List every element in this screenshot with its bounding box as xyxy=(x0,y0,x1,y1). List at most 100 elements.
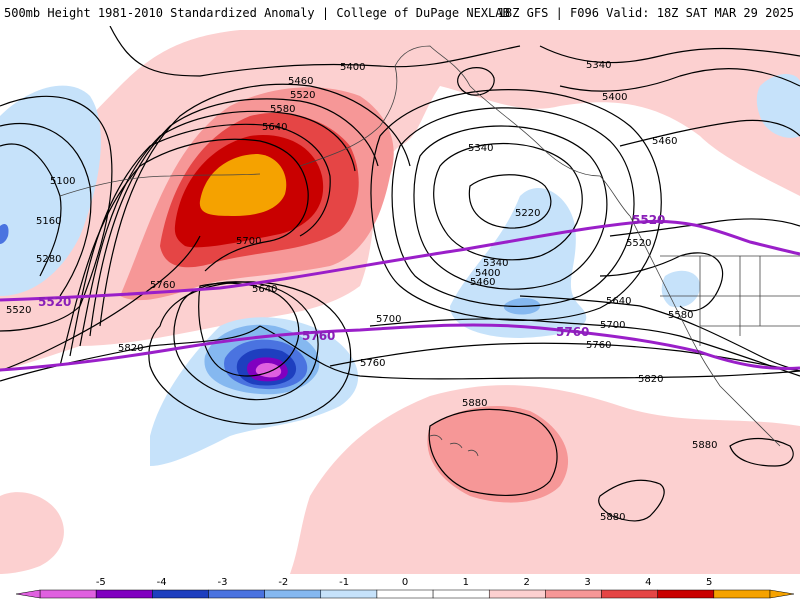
contour-5460-east xyxy=(619,119,800,147)
label-5520-w: 5520 xyxy=(6,305,31,316)
hawaii-islands xyxy=(429,434,479,457)
colorbar-segment xyxy=(320,589,378,599)
colorbar-tick-label: -2 xyxy=(278,577,288,588)
colorbar-segment xyxy=(545,589,602,599)
colorbar-tick-label: 4 xyxy=(645,577,651,588)
label-5880-c: 5880 xyxy=(600,512,625,523)
contour-low-1 xyxy=(468,174,552,229)
colorbar-segment xyxy=(39,589,97,599)
contour-5160 xyxy=(0,122,92,297)
contour-5340-east xyxy=(539,45,800,64)
label-5220: 5220 xyxy=(515,208,540,219)
valid-time: 18Z GFS | F096 Valid: 18Z SAT MAR 29 202… xyxy=(497,6,794,20)
colorbar-segment xyxy=(432,589,490,599)
highlight-contour-5760 xyxy=(0,323,800,372)
highlight-labels: 5520 5520 5760 5760 xyxy=(38,213,665,343)
label-5340-c: 5340 xyxy=(586,60,611,71)
contour-5820-east xyxy=(259,325,800,380)
label-5100: 5100 xyxy=(50,176,75,187)
colorbar-tick-label: 1 xyxy=(463,577,469,588)
map-title: 500mb Height 1981-2010 Standardized Anom… xyxy=(4,6,510,20)
aleutian-chain xyxy=(59,173,261,197)
contour-5760-east xyxy=(329,342,800,372)
contour-low-2 xyxy=(433,143,583,261)
anomaly-pos2-south xyxy=(427,406,569,503)
colorbar-tick-label: -5 xyxy=(96,577,106,588)
state-borders xyxy=(660,255,800,346)
contour-5400-east xyxy=(559,67,800,92)
label-5820-w: 5820 xyxy=(118,343,143,354)
contour-5880-south xyxy=(428,408,558,496)
colorbar-segment xyxy=(208,589,265,599)
contour-5520 xyxy=(89,98,379,337)
contour-labels: 5400 5460 5520 5580 5640 5100 5160 5280 … xyxy=(6,60,717,523)
label-5880-a: 5880 xyxy=(462,398,487,409)
height-contours xyxy=(0,26,800,522)
label-5760-w: 5760 xyxy=(150,280,175,291)
contour-5880-southeast xyxy=(598,479,665,522)
colorbar-min-arrow xyxy=(15,589,41,599)
label-5520-a: 5520 xyxy=(290,90,315,101)
colorbar-tick-label: 2 xyxy=(523,577,529,588)
contour-5640-east xyxy=(519,295,800,372)
colorbar-tick-label: 5 xyxy=(706,577,712,588)
colorbar-max-arrow xyxy=(769,589,795,599)
highlight-label-5760-w: 5760 xyxy=(302,329,335,343)
contour-5460 xyxy=(99,83,411,327)
colorbar-tick-label: 3 xyxy=(584,577,590,588)
coastlines xyxy=(59,45,800,457)
label-5280: 5280 xyxy=(36,254,61,265)
contour-5580 xyxy=(79,110,356,347)
contour-5760-central xyxy=(148,281,352,425)
label-5760-b: 5760 xyxy=(360,358,385,369)
label-5400-c: 5400 xyxy=(602,92,627,103)
label-5880-b: 5880 xyxy=(692,440,717,451)
contour-5880-east xyxy=(729,437,794,467)
colorbar-svg: -5 -4 -3 -2 -1 0 1 2 3 4 5 xyxy=(15,577,795,599)
label-5160: 5160 xyxy=(36,216,61,227)
label-5580-c: 5580 xyxy=(668,310,693,321)
colorbar-segment xyxy=(601,589,658,599)
anomaly-pos1-west-strip xyxy=(0,492,64,574)
label-5700-a: 5700 xyxy=(236,236,261,247)
colorbar-segment xyxy=(488,589,546,599)
label-5640-a: 5640 xyxy=(262,122,287,133)
label-5460-c: 5460 xyxy=(652,136,677,147)
colorbar-tick-label: -3 xyxy=(218,577,228,588)
label-5580-a: 5580 xyxy=(270,104,295,115)
label-5700-b: 5700 xyxy=(376,314,401,325)
contour-high-small xyxy=(457,67,495,96)
highlight-label-5760-e: 5760 xyxy=(556,325,589,339)
highlight-label-5520-e: 5520 xyxy=(632,213,665,227)
label-5400-b: 5400 xyxy=(475,268,500,279)
anomaly-neg3-west-spot xyxy=(0,224,9,244)
colorbar-tick-label: 0 xyxy=(402,577,408,588)
contour-5400-north xyxy=(109,26,521,77)
label-5820-c: 5820 xyxy=(638,374,663,385)
contour-5700-north xyxy=(59,138,309,367)
label-5640-c: 5640 xyxy=(606,296,631,307)
anomaly-neg1-west xyxy=(0,85,101,296)
northwest-coast xyxy=(629,215,781,447)
label-5400-a: 5400 xyxy=(340,62,365,73)
contour-5760-north xyxy=(0,235,201,372)
label-5460-a: 5460 xyxy=(288,76,313,87)
label-5520-c: 5520 xyxy=(626,238,651,249)
colorbar-segment xyxy=(376,589,434,599)
colorbar-segment xyxy=(264,589,322,599)
colorbar-segment xyxy=(657,589,715,599)
colorbar-tick-label: -1 xyxy=(339,577,349,588)
contour-5640-central xyxy=(198,282,300,377)
contour-5580-east xyxy=(599,252,724,312)
contour-5520-east xyxy=(609,218,800,237)
label-5700-c: 5700 xyxy=(600,320,625,331)
contour-low-3 xyxy=(413,125,608,290)
contour-5700-east xyxy=(369,318,800,377)
alaska-coast xyxy=(299,45,631,217)
colorbar-segment xyxy=(713,589,771,599)
colorbar-segment xyxy=(152,589,209,599)
title-bar: 500mb Height 1981-2010 Standardized Anom… xyxy=(0,0,800,27)
anomaly-neg1-gulf xyxy=(450,187,587,338)
label-5340-a: 5340 xyxy=(468,143,493,154)
highlight-contour-5520 xyxy=(0,219,800,302)
